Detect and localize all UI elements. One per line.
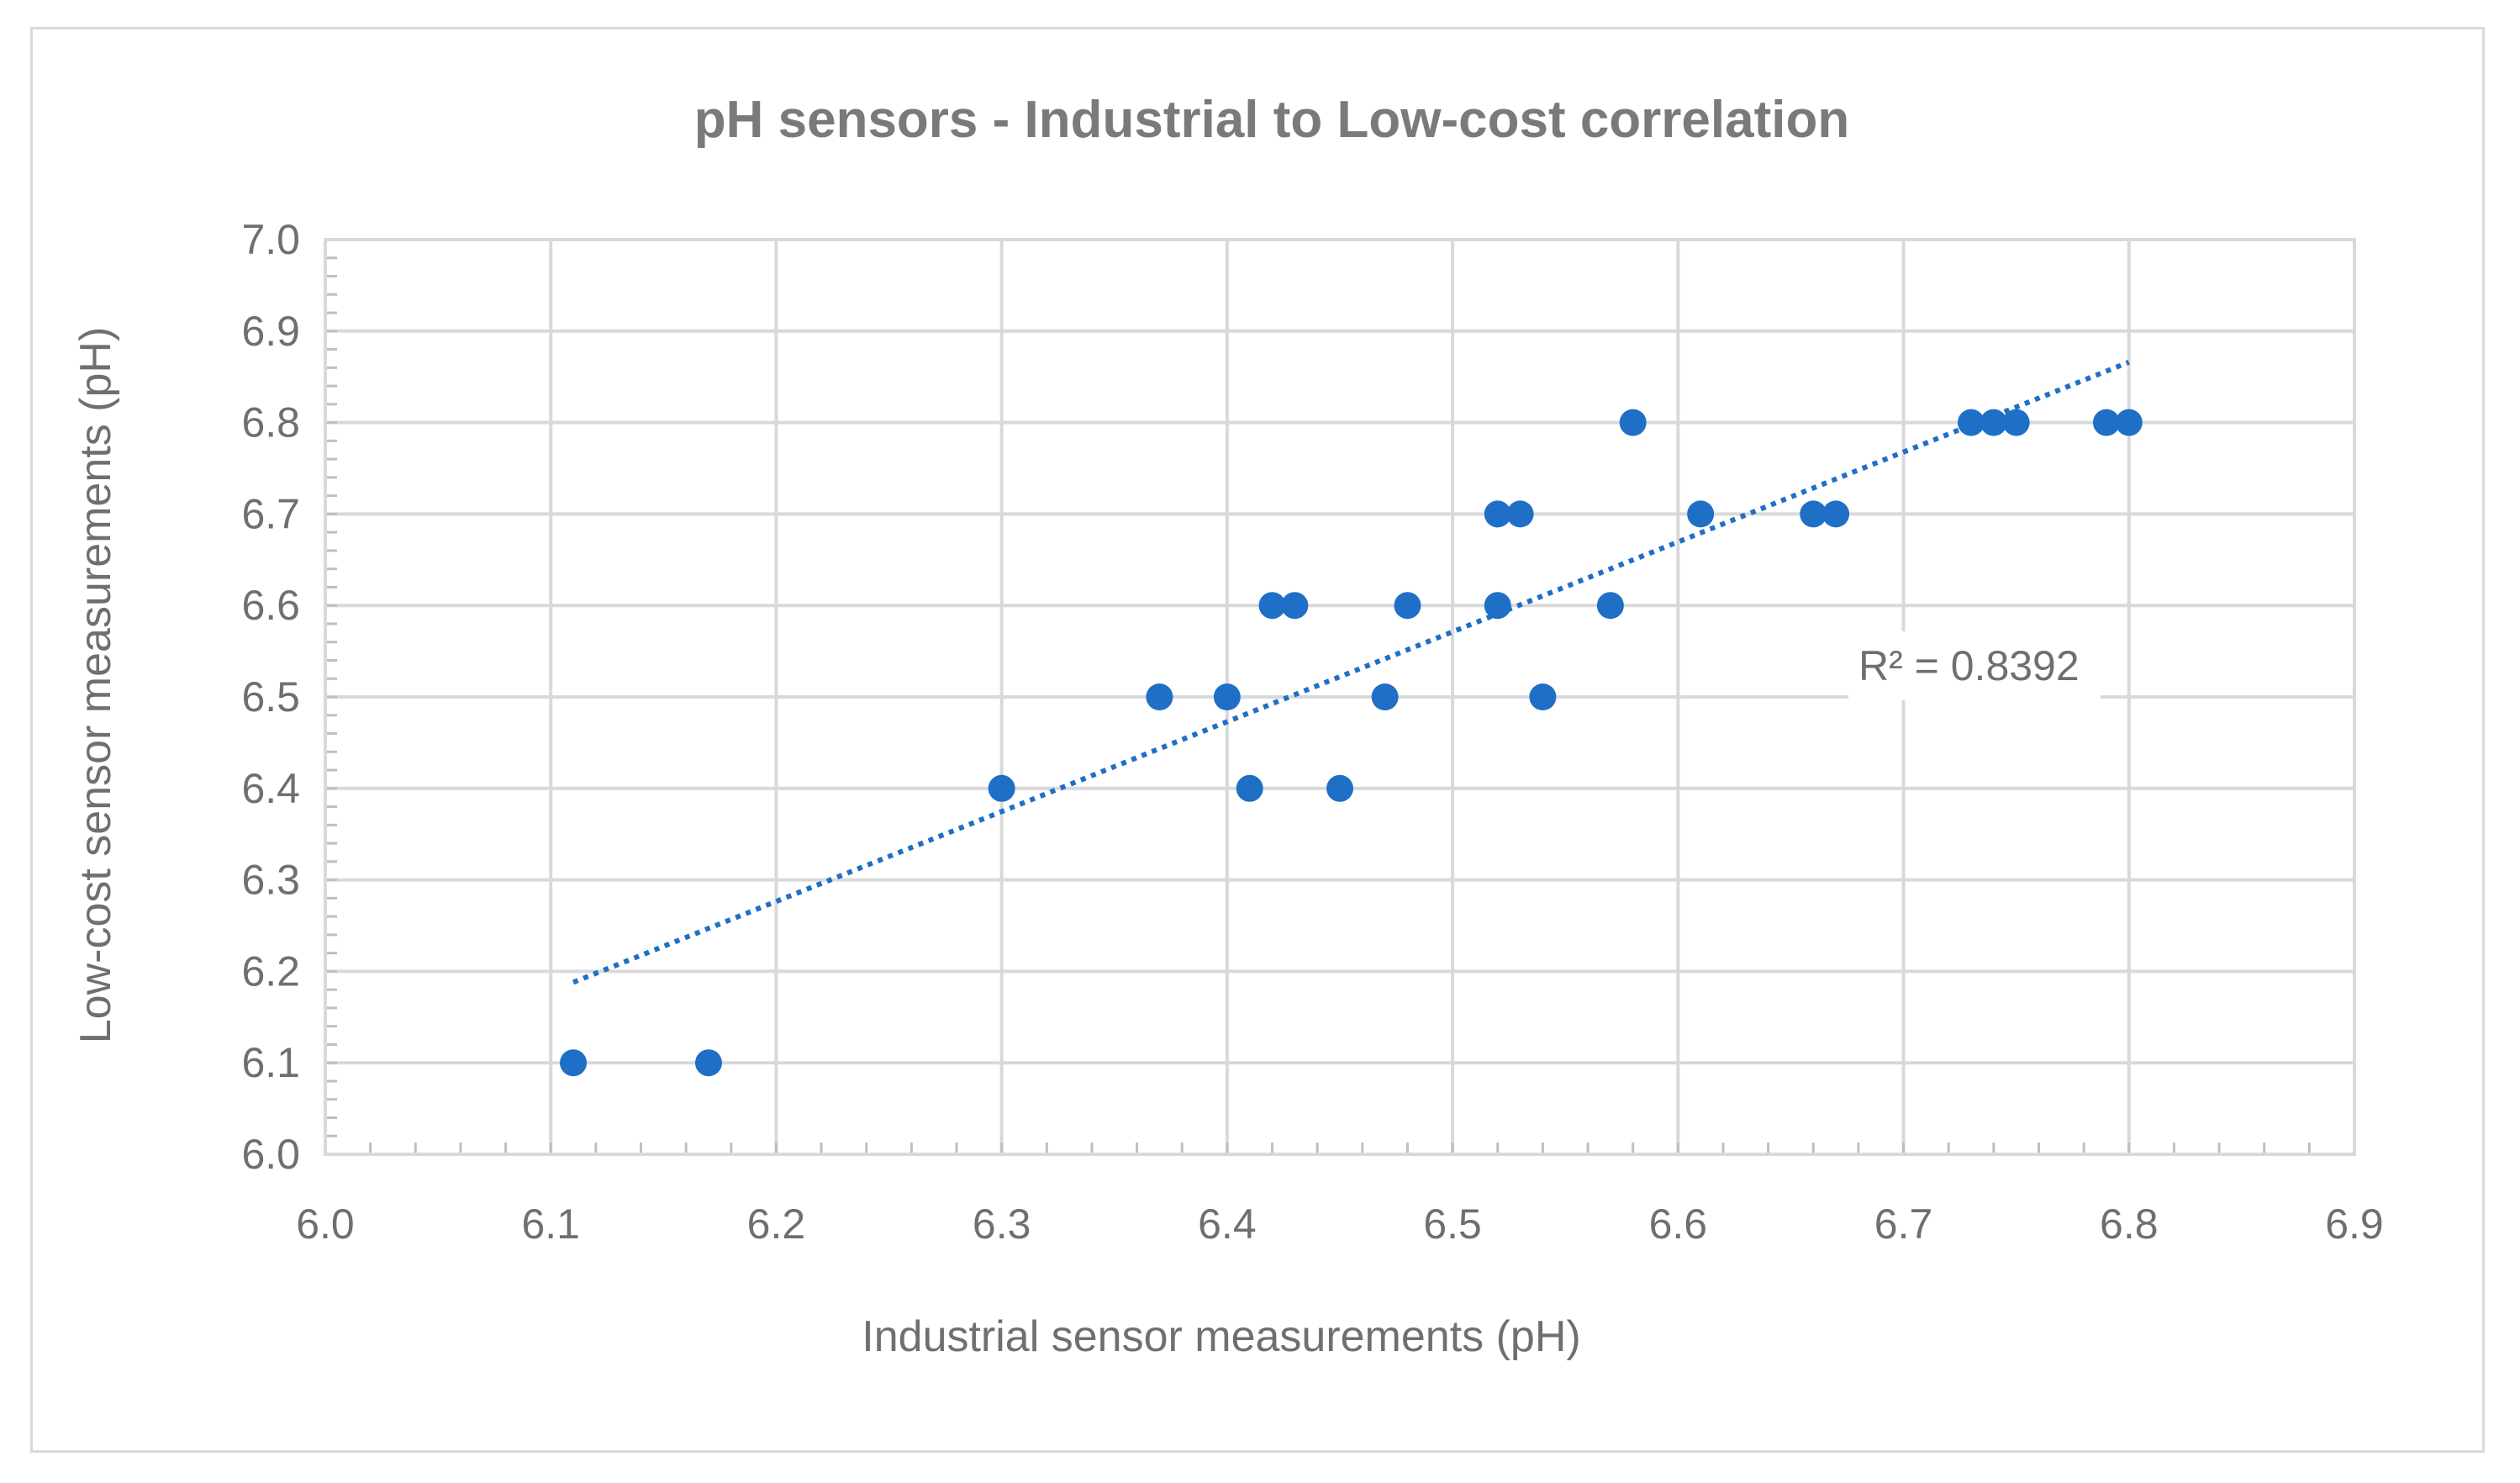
x-tick-label: 6.0 xyxy=(296,1201,355,1248)
y-tick-label: 6.8 xyxy=(241,399,300,446)
data-point xyxy=(1394,592,1421,620)
x-tick-label: 6.6 xyxy=(1649,1201,1708,1248)
data-point xyxy=(1326,774,1353,802)
data-points xyxy=(560,409,2143,1077)
data-point xyxy=(694,1049,722,1077)
minor-ticks xyxy=(324,238,2356,1156)
y-tick-label: 6.5 xyxy=(241,673,300,720)
r-squared-label: R² = 0.8392 xyxy=(1858,642,2080,689)
data-point xyxy=(1484,500,1511,528)
y-tick-label: 6.9 xyxy=(241,308,300,355)
data-point xyxy=(1822,500,1850,528)
data-point xyxy=(988,774,1015,802)
x-tick-label: 6.3 xyxy=(973,1201,1031,1248)
x-tick-label: 6.8 xyxy=(2100,1201,2159,1248)
data-point xyxy=(2092,409,2120,436)
x-tick-label: 6.4 xyxy=(1198,1201,1257,1248)
x-tick-label: 6.1 xyxy=(521,1201,580,1248)
data-point xyxy=(1687,500,1715,528)
y-tick-label: 6.2 xyxy=(241,947,300,995)
data-point xyxy=(1484,592,1511,620)
r-squared-annotation: R² = 0.8392 xyxy=(1848,631,2101,700)
y-tick-label: 6.4 xyxy=(241,765,300,812)
data-point xyxy=(2002,409,2030,436)
plot-area-border xyxy=(324,238,2356,1156)
data-point xyxy=(1258,592,1286,620)
data-point xyxy=(1596,592,1624,620)
data-point xyxy=(1146,683,1173,710)
data-point xyxy=(1980,409,2007,436)
data-point xyxy=(1213,683,1241,710)
x-axis-title: Industrial sensor measurements (pH) xyxy=(862,1312,1580,1361)
y-tick-label: 6.1 xyxy=(241,1039,300,1086)
data-point xyxy=(560,1049,588,1077)
data-point xyxy=(1281,592,1309,620)
chart-title: pH sensors - Industrial to Low-cost corr… xyxy=(694,91,1850,149)
data-point xyxy=(1371,683,1399,710)
data-point xyxy=(1619,409,1647,436)
x-tick-label: 6.2 xyxy=(747,1201,806,1248)
y-tick-label: 6.6 xyxy=(241,582,300,629)
data-point xyxy=(1529,683,1557,710)
y-tick-label: 6.0 xyxy=(241,1131,300,1178)
x-tick-label: 6.5 xyxy=(1423,1201,1482,1248)
data-point xyxy=(1958,409,1985,436)
data-point xyxy=(1506,500,1534,528)
r-squared-background xyxy=(1848,631,2101,700)
data-point xyxy=(1236,774,1263,802)
data-point xyxy=(2115,409,2143,436)
y-tick-label: 6.7 xyxy=(241,490,300,537)
y-axis-title: Low-cost sensor measurements (pH) xyxy=(71,327,120,1044)
y-tick-label: 7.0 xyxy=(241,216,300,263)
y-axis-tick-labels: 6.0 6.1 6.2 6.3 6.4 6.5 6.6 6.7 6.8 6.9 7.0 xyxy=(241,216,300,1178)
scatter-chart: pH sensors - Industrial to Low-cost corr… xyxy=(71,91,2384,1361)
x-tick-label: 6.7 xyxy=(1874,1201,1933,1248)
x-tick-label: 6.9 xyxy=(2325,1201,2384,1248)
x-axis-tick-labels: 6.0 6.1 6.2 6.3 6.4 6.5 6.6 6.7 6.8 6.9 xyxy=(296,1201,2384,1248)
data-point xyxy=(1800,500,1827,528)
chart-frame: pH sensors - Industrial to Low-cost corr… xyxy=(30,27,2485,1453)
y-tick-label: 6.3 xyxy=(241,857,300,904)
